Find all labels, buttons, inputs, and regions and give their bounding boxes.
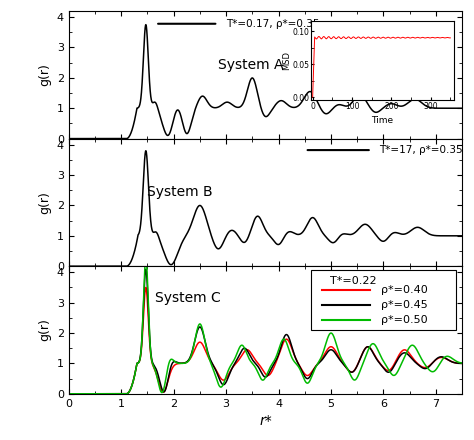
Y-axis label: g(r): g(r) — [38, 63, 51, 86]
Text: T*=17, ρ*=0.35: T*=17, ρ*=0.35 — [380, 145, 463, 155]
Y-axis label: g(r): g(r) — [38, 191, 51, 214]
Text: T*=0.22: T*=0.22 — [330, 276, 377, 286]
Bar — [310, 270, 456, 330]
Text: ρ*=0.40: ρ*=0.40 — [382, 285, 428, 295]
Text: ρ*=0.45: ρ*=0.45 — [382, 300, 428, 310]
Y-axis label: g(r): g(r) — [38, 319, 51, 341]
Text: System C: System C — [155, 291, 221, 305]
Text: System A: System A — [218, 58, 284, 72]
X-axis label: r*: r* — [259, 414, 272, 428]
Text: ρ*=0.50: ρ*=0.50 — [382, 315, 428, 326]
Text: System B: System B — [147, 185, 213, 199]
Text: T*=0.17, ρ*=0.35: T*=0.17, ρ*=0.35 — [226, 19, 319, 29]
